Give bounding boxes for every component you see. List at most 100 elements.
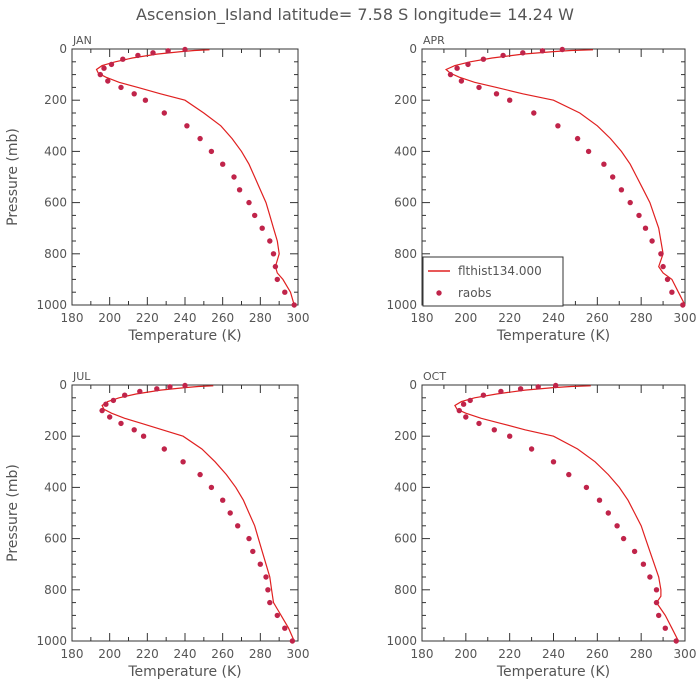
data-point-raobs	[110, 397, 117, 404]
y-tick-label: 400	[44, 480, 67, 494]
y-tick-label: 600	[44, 196, 67, 210]
data-point-raobs	[103, 401, 109, 407]
panel-jan: JAN 180 200 220 240 260 280 300 0 200 400 600 800 100…	[5, 34, 309, 344]
data-point-raobs	[105, 78, 111, 84]
data-point-raobs	[664, 276, 671, 283]
data-point-raobs	[555, 123, 561, 129]
x-tick-label: 280	[249, 647, 272, 661]
data-point-raobs	[476, 84, 482, 91]
data-point-raobs	[647, 574, 653, 580]
data-point-raobs	[227, 510, 233, 516]
x-tick-label: 180	[411, 647, 434, 661]
y-tick-label: 800	[394, 247, 417, 261]
x-tick-label: 300	[287, 647, 310, 661]
legend-dot-swatch	[436, 290, 442, 296]
data-point-raobs	[165, 48, 171, 54]
x-tick-label: 220	[136, 311, 159, 325]
series-line-model	[101, 385, 295, 641]
data-point-raobs	[99, 407, 105, 414]
data-point-raobs	[107, 414, 113, 420]
panel-label: JAN	[72, 34, 92, 47]
data-point-raobs	[566, 471, 572, 478]
data-point-raobs	[118, 420, 124, 427]
y-axis-label: Pressure (mb)	[5, 464, 21, 562]
x-axis-label: Temperature (K)	[496, 664, 610, 680]
plot-frame	[421, 384, 686, 642]
x-tick-label: 180	[61, 647, 84, 661]
data-point-raobs	[270, 251, 277, 257]
data-point-raobs	[627, 199, 633, 206]
y-tick-label: 0	[409, 378, 417, 392]
data-point-raobs	[142, 97, 149, 103]
data-point-raobs	[150, 50, 156, 56]
y-tick-label: 800	[44, 247, 67, 261]
data-point-raobs	[259, 225, 265, 231]
y-tick-label: 0	[59, 378, 67, 392]
data-point-raobs	[250, 548, 256, 555]
data-point-raobs	[447, 71, 454, 78]
data-point-raobs	[583, 484, 590, 491]
x-axis-label: Temperature (K)	[127, 328, 241, 344]
x-tick-label: 280	[249, 311, 272, 325]
data-point-raobs	[456, 407, 462, 414]
data-point-raobs	[131, 91, 137, 97]
x-tick-label: 200	[454, 647, 477, 661]
y-tick-label: 800	[44, 583, 67, 597]
legend-obs-label: raobs	[458, 286, 492, 300]
data-point-raobs	[154, 386, 160, 392]
data-point-raobs	[662, 625, 668, 631]
data-point-raobs	[454, 65, 460, 71]
y-tick-label: 600	[44, 532, 67, 546]
data-point-raobs	[620, 535, 627, 542]
data-point-raobs	[140, 433, 147, 439]
data-point-raobs	[208, 148, 215, 155]
data-point-raobs	[252, 212, 258, 219]
data-point-raobs	[274, 276, 280, 283]
data-point-raobs	[220, 497, 226, 503]
x-tick-label: 220	[498, 311, 521, 325]
y-tick-label: 600	[394, 196, 417, 210]
data-point-raobs	[467, 397, 473, 404]
y-tick-label: 400	[394, 480, 417, 494]
data-point-raobs	[531, 110, 537, 116]
data-point-raobs	[596, 497, 603, 503]
data-point-raobs	[282, 625, 288, 631]
data-point-raobs	[182, 46, 188, 53]
data-point-raobs	[167, 384, 173, 390]
x-tick-label: 240	[542, 647, 565, 661]
x-axis-label: Temperature (K)	[127, 664, 241, 680]
data-point-raobs	[491, 427, 497, 433]
data-point-raobs	[605, 510, 611, 516]
data-point-raobs	[669, 289, 675, 295]
data-point-raobs	[574, 135, 581, 142]
data-point-raobs	[220, 161, 226, 167]
data-point-raobs	[120, 56, 126, 62]
data-point-raobs	[197, 135, 203, 142]
data-point-raobs	[465, 61, 471, 68]
data-point-raobs	[653, 587, 660, 593]
data-point-raobs	[161, 446, 167, 452]
x-tick-label: 240	[174, 311, 197, 325]
y-tick-label: 200	[44, 429, 67, 443]
data-point-raobs	[135, 52, 141, 59]
x-tick-label: 300	[674, 647, 697, 661]
y-tick-label: 0	[409, 42, 417, 56]
data-point-raobs	[263, 574, 269, 580]
data-point-raobs	[498, 388, 504, 395]
panels: JAN 180 200 220 240 260 280 300 0 200 400 600 800 100…	[5, 34, 696, 680]
y-tick-label: 600	[394, 532, 417, 546]
x-tick-label: 240	[174, 647, 197, 661]
data-point-raobs	[535, 384, 541, 390]
panel-label: APR	[423, 34, 445, 47]
x-tick-label: 180	[411, 311, 434, 325]
x-tick-label: 220	[498, 647, 521, 661]
data-point-raobs	[97, 71, 104, 78]
data-point-raobs	[642, 225, 649, 231]
y-tick-label: 200	[394, 93, 417, 107]
data-point-raobs	[601, 161, 607, 167]
x-tick-label: 280	[630, 311, 653, 325]
data-point-raobs	[272, 263, 279, 270]
x-tick-label: 260	[586, 311, 609, 325]
data-point-raobs	[476, 420, 482, 427]
data-point-raobs	[101, 65, 107, 71]
